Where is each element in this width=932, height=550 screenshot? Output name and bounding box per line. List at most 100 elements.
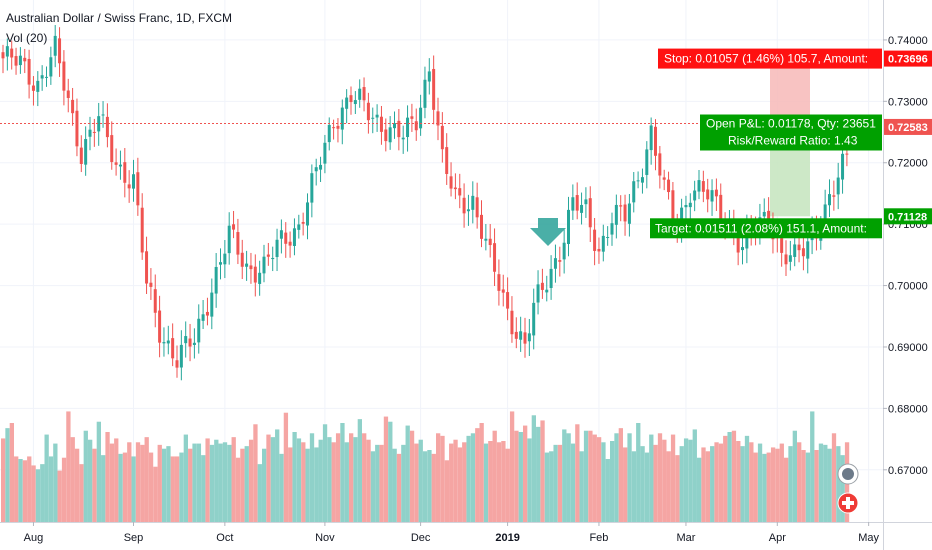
event-badges[interactable] xyxy=(837,463,859,514)
volume-indicator-label[interactable]: Vol (20) xyxy=(6,31,48,45)
candle-body xyxy=(110,135,114,163)
volume-bar xyxy=(488,441,493,522)
candle-body xyxy=(697,180,701,192)
volume-bar xyxy=(201,455,206,522)
candle-body xyxy=(66,90,70,98)
candle-body xyxy=(31,85,35,91)
candle-body xyxy=(514,331,518,339)
candle-body xyxy=(741,247,744,251)
pnl-box xyxy=(700,114,882,151)
target-label: Target: 0.01511 (2.08%) 151.1, Amount: xyxy=(655,221,867,235)
candle-body xyxy=(58,38,62,64)
volume-bar xyxy=(605,459,610,522)
volume-bar xyxy=(144,437,149,522)
candle-body xyxy=(301,221,305,224)
volume-bar xyxy=(392,448,397,522)
candle-body xyxy=(53,35,57,56)
candle-body xyxy=(471,195,475,210)
candle-body xyxy=(40,75,44,79)
stop-price-tag-bg xyxy=(884,50,932,67)
candle-body xyxy=(219,262,222,265)
volume-bar xyxy=(514,430,519,522)
volume-bar xyxy=(253,424,258,522)
volume-bar xyxy=(718,443,724,522)
candle-body xyxy=(484,238,488,241)
volume-bar xyxy=(166,446,171,522)
volume-bar xyxy=(801,450,806,522)
volume-bar xyxy=(766,452,771,522)
volume-bar xyxy=(5,428,10,522)
candle-body xyxy=(619,205,623,207)
candle-body xyxy=(488,238,492,246)
volume-bar xyxy=(118,453,123,522)
candle-body xyxy=(310,173,314,203)
volume-bar xyxy=(662,439,667,522)
candle-body xyxy=(158,310,162,343)
candle-body xyxy=(762,211,766,217)
candle-body xyxy=(18,55,22,66)
volume-bar xyxy=(436,433,441,522)
candle-body xyxy=(275,239,279,258)
candle-body xyxy=(645,149,649,175)
volume-bar xyxy=(731,430,737,522)
volume-bar xyxy=(44,434,49,522)
candle-body xyxy=(175,360,179,368)
volume-bar xyxy=(227,444,232,522)
volume-bar xyxy=(714,442,719,522)
candle-body xyxy=(240,252,244,267)
volume-bar xyxy=(61,457,67,522)
volume-bar xyxy=(705,451,710,522)
candle-body xyxy=(306,202,309,226)
volume-bar xyxy=(357,419,362,522)
volume-bar xyxy=(483,443,489,522)
volume-bar xyxy=(697,457,702,522)
entry-price-tag: 0.72583 xyxy=(888,122,928,134)
candle-body xyxy=(132,174,135,189)
volume-bar xyxy=(140,444,145,522)
candle-body xyxy=(549,268,553,288)
volume-bars xyxy=(1,411,850,522)
candle-body xyxy=(836,177,840,195)
pnl-label: Open P&L: 0.01178, Qty: 23651 xyxy=(706,116,876,130)
candle-body xyxy=(440,125,444,150)
volume-bar xyxy=(549,451,554,522)
volume-bar xyxy=(109,443,115,522)
candle-body xyxy=(427,71,431,82)
price-tick-label: 0.70000 xyxy=(888,281,928,293)
volume-bar xyxy=(296,438,302,522)
candle-body xyxy=(349,95,353,103)
candle-body xyxy=(845,153,849,155)
candle-body xyxy=(279,230,283,239)
time-axis[interactable]: Aug Sep Oct Nov Dec 2019 Feb Mar Apr May xyxy=(0,522,932,544)
candle-body xyxy=(510,310,514,335)
target-price-tag: 0.71128 xyxy=(888,211,927,223)
volume-bar xyxy=(301,442,306,522)
price-axis[interactable]: 0.740000.730000.720000.710000.700000.690… xyxy=(883,0,932,550)
candle-body xyxy=(232,224,236,230)
volume-bar xyxy=(335,433,341,522)
candle-body xyxy=(636,180,640,182)
candle-body xyxy=(171,338,175,359)
volume-bar xyxy=(583,430,589,522)
volume-bar xyxy=(362,433,367,522)
volume-bar xyxy=(148,452,154,522)
volume-bar xyxy=(614,433,619,522)
volume-bar xyxy=(810,411,815,522)
position-overlay[interactable]: Stop: 0.01057 (1.46%) 105.7, Amount: Open… xyxy=(0,48,883,246)
candle-body xyxy=(519,331,523,340)
volume-bar xyxy=(262,448,267,522)
volume-bar xyxy=(453,439,458,522)
volume-bar xyxy=(18,459,23,522)
candle-body xyxy=(823,204,827,229)
candle-body xyxy=(366,102,370,121)
candle-body xyxy=(166,340,170,344)
volume-bar xyxy=(270,437,275,522)
candle-body xyxy=(62,61,66,91)
volume-bar xyxy=(679,446,684,522)
volume-bar xyxy=(788,446,793,522)
candle-body xyxy=(562,242,566,260)
candle-body xyxy=(210,292,214,317)
volume-bar xyxy=(457,447,463,522)
volume-bar xyxy=(744,435,750,522)
